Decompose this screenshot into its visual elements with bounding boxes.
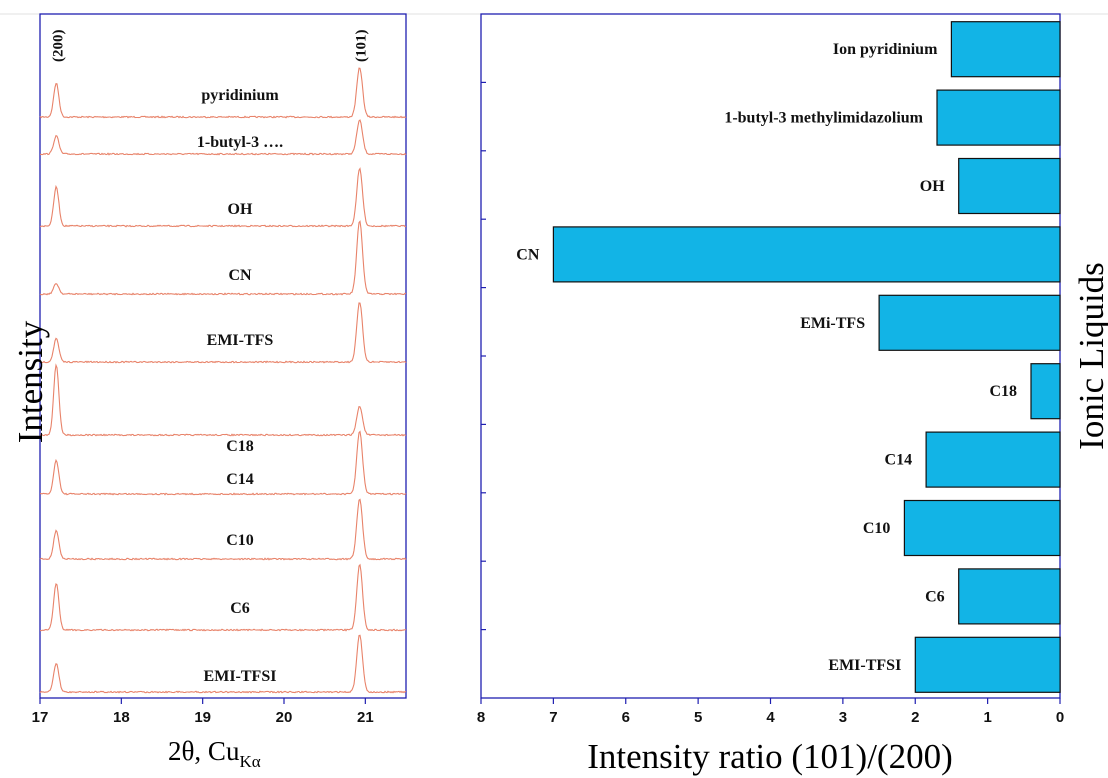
bar-x-tick-label: 3 (839, 709, 847, 726)
bar-label-emi-tfsi: EMI-TFSI (828, 657, 901, 674)
xrd-peak-labels: (200) (101) (50, 30, 369, 63)
xrd-plot-frame (39, 13, 407, 699)
xrd-x-tick-label: 17 (32, 709, 49, 726)
xrd-trace-labels: pyridinium 1-butyl-3 …. OH CN EMI-TFS C18 C14 C… (197, 87, 283, 685)
xrd-trace-c18 (39, 363, 407, 437)
xrd-traces (39, 67, 407, 694)
xrd-trace-pyridinium (39, 67, 407, 119)
xrd-chart: pyridinium 1-butyl-3 …. OH CN EMI-TFS C18 C14 C… (11, 13, 407, 771)
bars (552, 21, 1061, 693)
xrd-trace-emi-tfsi (39, 634, 406, 694)
xrd-trace-1-butyl-3 (39, 119, 407, 156)
bar-c14 (925, 431, 1061, 488)
ratio-bar-chart: Ion pyridinium 1-butyl-3 methylimidazoliu… (477, 13, 1108, 776)
bar-x-tick-label: 4 (766, 709, 775, 726)
xrd-x-axis-title: 2θ, CuKα (168, 736, 261, 771)
xrd-x-tick-label: 21 (357, 709, 374, 726)
bar-cn (552, 226, 1061, 283)
xrd-trace-label-1-butyl-3: 1-butyl-3 …. (197, 134, 283, 151)
peak-label-200: (200) (50, 30, 66, 63)
bar-x-tick-label: 8 (477, 709, 485, 726)
xrd-trace-label-cn: CN (228, 267, 252, 284)
bar-emi-tfsi (914, 636, 1061, 693)
xrd-trace-label-c18: C18 (226, 438, 254, 455)
xrd-trace-c6 (39, 563, 407, 632)
xrd-y-axis-title: Intensity (11, 320, 50, 443)
bar-1-butyl-3-methylimidazolium (936, 89, 1061, 146)
xrd-trace-label-oh: OH (228, 201, 253, 218)
xrd-trace-oh (39, 167, 407, 228)
xrd-trace-label-c6: C6 (230, 600, 250, 617)
bar-label-ion-pyridinium: Ion pyridinium (833, 41, 938, 58)
bar-x-tick-label: 1 (983, 709, 991, 726)
bar-x-tick-label: 7 (549, 709, 557, 726)
bar-label-c10: C10 (863, 520, 891, 537)
bar-label-1-butyl-3-methylimidazolium: 1-butyl-3 methylimidazolium (724, 110, 923, 127)
bar-x-tick-label: 0 (1056, 709, 1064, 726)
bar-c6 (958, 568, 1061, 625)
bar-label-c18: C18 (989, 383, 1017, 400)
bar-category-labels: Ion pyridinium 1-butyl-3 methylimidazoliu… (516, 41, 1017, 674)
bar-label-oh: OH (920, 178, 945, 195)
xrd-x-tick-label: 19 (194, 709, 211, 726)
xrd-trace-label-emi-tfsi: EMI-TFSI (204, 668, 277, 685)
xrd-x-tick-label: 18 (113, 709, 130, 726)
bar-label-c6: C6 (925, 588, 945, 605)
bar-x-tick-label: 6 (622, 709, 630, 726)
xrd-x-tick-label: 20 (276, 709, 293, 726)
bar-y-axis-title: Ionic Liquids (1072, 262, 1108, 450)
bar-x-tick-label: 2 (911, 709, 919, 726)
bar-emi-tfs (878, 294, 1061, 351)
bar-c10 (903, 499, 1061, 557)
bar-c18 (1030, 363, 1061, 420)
bar-y-ticks (481, 81, 486, 631)
xrd-trace-emi-tfs (40, 302, 407, 364)
xrd-trace-label-emi-tfs: EMI-TFS (207, 332, 274, 349)
peak-label-101: (101) (354, 30, 370, 63)
bar-ion-pyridinium (950, 21, 1061, 78)
bar-x-tick-label: 5 (694, 709, 702, 726)
bar-x-axis-title: Intensity ratio (101)/(200) (587, 737, 952, 776)
xrd-trace-c14 (39, 430, 407, 496)
bar-label-emi-tfs: EMi-TFS (800, 315, 865, 332)
xrd-x-ticks: 17 18 19 20 21 (32, 698, 374, 726)
xrd-trace-c10 (39, 498, 407, 561)
xrd-trace-label-pyridinium: pyridinium (201, 87, 279, 104)
bar-x-ticks: 8 7 6 5 4 3 2 1 0 (477, 698, 1064, 726)
bar-oh (958, 157, 1061, 215)
xrd-trace-cn (39, 220, 407, 296)
bar-label-c14: C14 (885, 452, 913, 469)
xrd-trace-label-c10: C10 (226, 532, 254, 549)
bar-label-cn: CN (516, 246, 540, 263)
xrd-trace-label-c14: C14 (226, 471, 254, 488)
